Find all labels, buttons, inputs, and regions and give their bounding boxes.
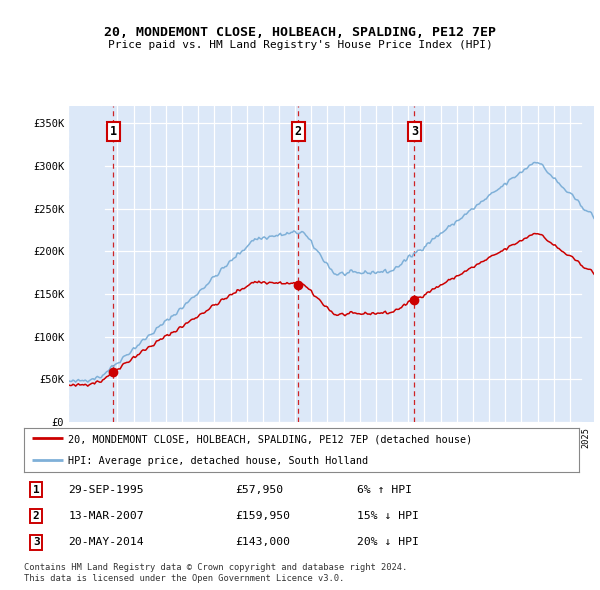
Text: HPI: Average price, detached house, South Holland: HPI: Average price, detached house, Sout… — [68, 457, 368, 466]
Bar — [582, 106, 594, 422]
Text: Price paid vs. HM Land Registry's House Price Index (HPI): Price paid vs. HM Land Registry's House … — [107, 41, 493, 50]
Text: 3: 3 — [33, 537, 40, 548]
Text: 2: 2 — [295, 125, 302, 138]
Text: 13-MAR-2007: 13-MAR-2007 — [68, 511, 144, 521]
Text: 2: 2 — [33, 511, 40, 521]
Text: 20% ↓ HPI: 20% ↓ HPI — [357, 537, 419, 548]
Text: 1: 1 — [110, 125, 117, 138]
Text: This data is licensed under the Open Government Licence v3.0.: This data is licensed under the Open Gov… — [24, 573, 344, 583]
Text: 20, MONDEMONT CLOSE, HOLBEACH, SPALDING, PE12 7EP (detached house): 20, MONDEMONT CLOSE, HOLBEACH, SPALDING,… — [68, 434, 473, 444]
Text: 1: 1 — [33, 484, 40, 494]
Text: 6% ↑ HPI: 6% ↑ HPI — [357, 484, 412, 494]
Text: £159,950: £159,950 — [235, 511, 290, 521]
Text: 15% ↓ HPI: 15% ↓ HPI — [357, 511, 419, 521]
Text: £57,950: £57,950 — [235, 484, 283, 494]
Text: £143,000: £143,000 — [235, 537, 290, 548]
Text: 20-MAY-2014: 20-MAY-2014 — [68, 537, 144, 548]
Text: 29-SEP-1995: 29-SEP-1995 — [68, 484, 144, 494]
Text: 20, MONDEMONT CLOSE, HOLBEACH, SPALDING, PE12 7EP: 20, MONDEMONT CLOSE, HOLBEACH, SPALDING,… — [104, 26, 496, 39]
Bar — [69, 106, 104, 422]
Text: Contains HM Land Registry data © Crown copyright and database right 2024.: Contains HM Land Registry data © Crown c… — [24, 563, 407, 572]
Text: 3: 3 — [411, 125, 418, 138]
